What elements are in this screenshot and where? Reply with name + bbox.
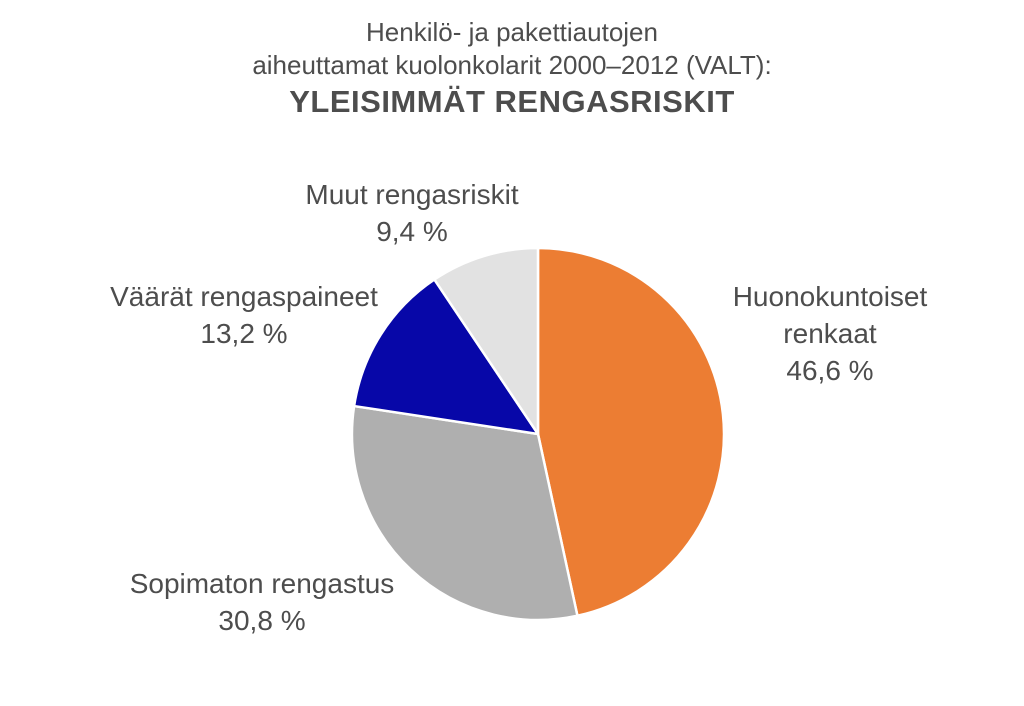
slice-label-text: Muut rengasriskit	[305, 179, 519, 210]
pie-slice-sopimaton-rengastus	[350, 404, 579, 622]
title-line-1: Henkilö- ja pakettiautojen	[366, 17, 658, 47]
slice-value-text: 46,6 %	[786, 355, 874, 386]
pie-slice-vaarat-rengaspaineet	[352, 278, 540, 436]
label-huonokuntoiset-renkaat: Huonokuntoiset renkaat 46,6 %	[715, 278, 945, 389]
title-line-2: aiheuttamat kuolonkolarit 2000–2012 (VAL…	[252, 50, 772, 80]
chart-title: Henkilö- ja pakettiautojen aiheuttamat k…	[0, 16, 1024, 122]
title-line-3: YLEISIMMÄT RENGASRISKIT	[289, 84, 735, 119]
label-vaarat-rengaspaineet: Väärät rengaspaineet 13,2 %	[110, 278, 378, 352]
pie-chart	[328, 224, 748, 644]
label-muut-rengasriskit: Muut rengasriskit 9,4 %	[305, 176, 518, 250]
pie-slice-muut-rengasriskit	[433, 246, 540, 436]
label-sopimaton-rengastus: Sopimaton rengastus 30,8 %	[130, 565, 395, 639]
slice-label-text: Huonokuntoiset renkaat	[732, 281, 928, 349]
slice-value-text: 13,2 %	[200, 318, 288, 349]
slice-value-text: 9,4 %	[376, 216, 448, 247]
pie-svg	[350, 246, 726, 622]
slice-label-text: Sopimaton rengastus	[129, 568, 395, 599]
slice-label-text: Väärät rengaspaineet	[110, 281, 378, 312]
pie-slice-huonokuntoiset-renkaat	[536, 246, 726, 618]
slice-value-text: 30,8 %	[218, 605, 306, 636]
